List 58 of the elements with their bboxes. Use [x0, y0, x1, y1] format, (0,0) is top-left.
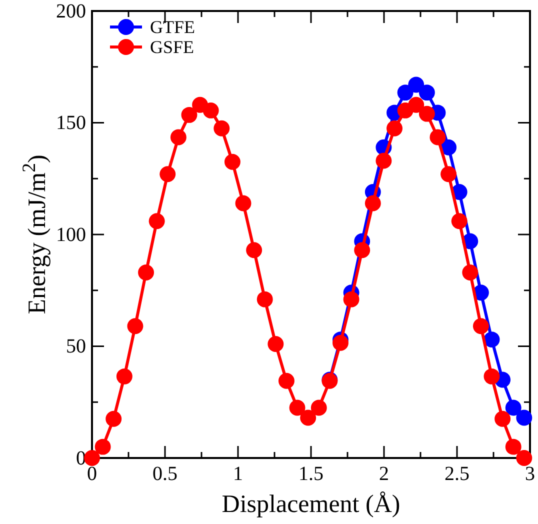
- point: [462, 264, 478, 280]
- legend-label: GTFE: [150, 17, 196, 37]
- point: [516, 450, 532, 466]
- point: [106, 410, 122, 427]
- point: [300, 410, 316, 426]
- point: [505, 438, 522, 455]
- x-tick-label: 1: [233, 463, 243, 486]
- x-tick-label: 1.5: [298, 463, 324, 486]
- point: [364, 195, 381, 212]
- point: [214, 120, 230, 136]
- point: [408, 76, 424, 93]
- x-axis-title: Displacement (Å): [222, 491, 400, 518]
- point: [397, 84, 414, 101]
- point: [278, 372, 294, 389]
- point: [256, 291, 273, 308]
- legend-label: GSFE: [150, 37, 194, 57]
- point: [430, 129, 446, 146]
- point: [376, 152, 392, 169]
- point: [354, 242, 370, 258]
- point: [484, 332, 500, 348]
- point: [84, 450, 100, 466]
- x-tick-label: 2.5: [444, 463, 470, 486]
- point: [138, 264, 154, 280]
- point: [170, 129, 186, 146]
- y-tick-label: 150: [56, 112, 86, 134]
- point: [94, 438, 111, 455]
- y-tick-label: 100: [56, 224, 86, 246]
- point: [386, 120, 402, 136]
- x-tick-label: 2: [379, 463, 389, 486]
- point: [310, 400, 327, 416]
- point: [440, 139, 457, 156]
- point: [202, 102, 219, 118]
- point: [268, 336, 284, 352]
- point: [235, 195, 252, 212]
- point: [127, 318, 144, 334]
- point: [472, 318, 489, 334]
- point: [289, 400, 306, 416]
- point: [440, 166, 457, 182]
- y-tick-label: 200: [56, 0, 86, 22]
- point: [408, 96, 424, 113]
- point: [484, 368, 500, 384]
- point: [505, 400, 522, 416]
- point: [160, 166, 176, 182]
- point: [451, 213, 468, 230]
- point: [181, 106, 198, 123]
- point: [494, 410, 511, 427]
- point: [343, 291, 360, 308]
- point: [418, 84, 435, 101]
- point: [418, 106, 435, 122]
- x-tick-label: 0.5: [152, 463, 178, 486]
- point: [332, 334, 348, 351]
- point: [224, 154, 240, 170]
- point: [246, 242, 262, 258]
- point: [148, 213, 165, 230]
- x-tick-label: 3: [525, 463, 535, 486]
- y-tick-label: 50: [66, 336, 86, 358]
- point: [116, 368, 132, 384]
- point: [516, 410, 532, 426]
